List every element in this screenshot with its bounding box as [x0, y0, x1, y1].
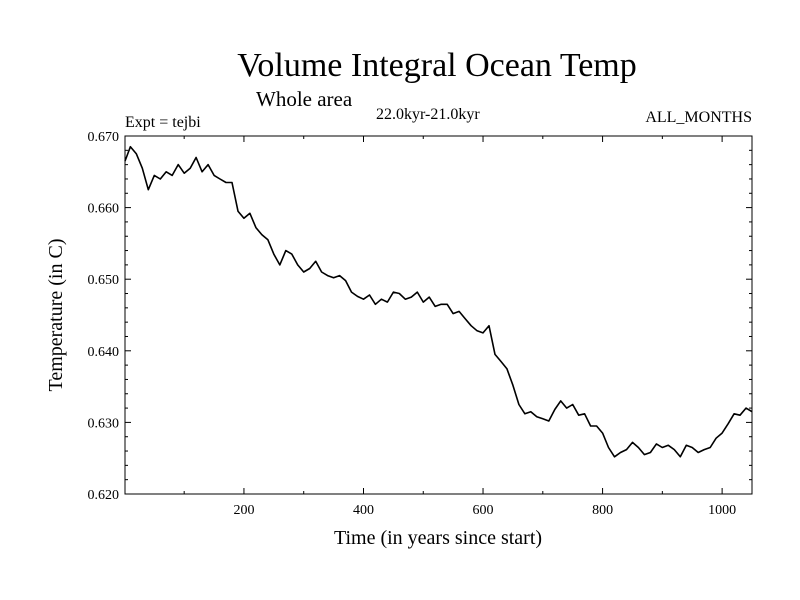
- x-axis: 200 400 600 800 1000: [183, 136, 736, 518]
- x-tick-label: 800: [592, 503, 613, 518]
- y-tick-label: 0.670: [88, 130, 120, 145]
- x-axis-label: Time (in years since start): [334, 527, 542, 549]
- chart-title: Volume Integral Ocean Temp: [237, 47, 637, 84]
- months-label: ALL_MONTHS: [645, 109, 752, 126]
- y-axis-label: Temperature (in C): [45, 239, 67, 392]
- x-tick-label: 400: [353, 503, 374, 518]
- x-tick-label: 1000: [708, 503, 736, 518]
- chart-subtitle: Whole area: [256, 87, 353, 111]
- y-tick-label: 0.640: [88, 345, 120, 360]
- experiment-label: Expt = tejbi: [125, 114, 201, 131]
- period-label: 22.0kyr-21.0kyr: [376, 106, 480, 123]
- x-tick-label: 600: [473, 503, 494, 518]
- y-tick-label: 0.630: [88, 416, 120, 431]
- y-tick-label: 0.620: [88, 488, 120, 503]
- y-tick-label: 0.650: [88, 273, 120, 288]
- y-tick-label: 0.660: [88, 202, 120, 217]
- x-tick-label: 200: [233, 503, 254, 518]
- plot-frame: [124, 135, 753, 495]
- temperature-series-line: [124, 145, 753, 458]
- y-axis: 0.620 0.630 0.640 0.650 0.660 0.670: [88, 130, 752, 503]
